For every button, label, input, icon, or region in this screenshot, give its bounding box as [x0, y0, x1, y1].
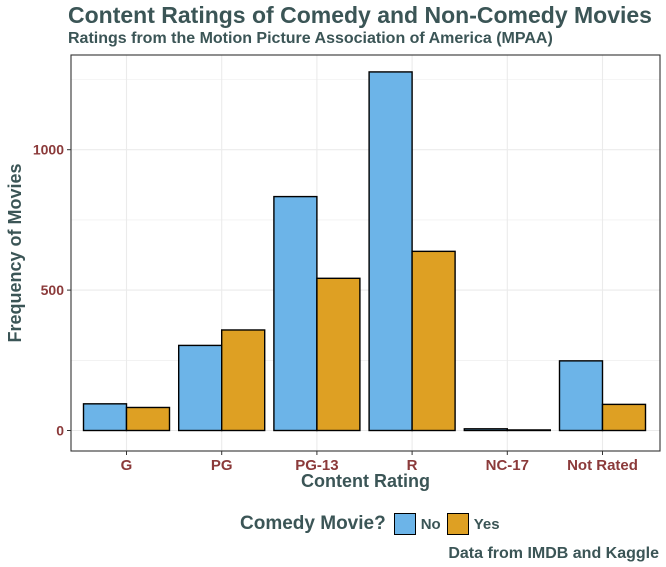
bar-no-g — [82, 403, 128, 432]
legend-label-yes: Yes — [473, 515, 500, 533]
plot-border — [70, 54, 661, 452]
y-tick-label: 1000 — [33, 142, 64, 158]
x-tick-label: PG-13 — [295, 457, 338, 474]
chart-subtitle: Ratings from the Motion Picture Associat… — [68, 30, 553, 47]
bar-yes-r — [411, 250, 456, 432]
bar-yes-pg — [220, 329, 266, 432]
bar-no-pg — [177, 344, 223, 432]
x-axis-title: Content Rating — [301, 471, 430, 491]
bar-no-pg-13 — [273, 195, 318, 432]
bar-yes-not-rated — [601, 403, 647, 432]
x-tick-label: R — [407, 457, 418, 474]
legend-key-no — [393, 513, 416, 535]
bar-yes-pg-13 — [316, 277, 361, 432]
legend-label-no: No — [420, 515, 441, 533]
y-axis-title: Frequency of Movies — [5, 163, 25, 342]
legend: Comedy Movie? No Yes — [240, 511, 506, 537]
x-tick-label: G — [121, 457, 133, 474]
x-tick-label: PG — [211, 457, 233, 474]
bar-no-nc-17 — [463, 428, 508, 432]
y-tick-label: 500 — [41, 282, 65, 298]
bar-yes-nc-17 — [506, 429, 551, 432]
x-tick-label: NC-17 — [486, 457, 529, 474]
bar-no-not-rated — [558, 360, 604, 432]
chart-caption: Data from IMDB and Kaggle — [448, 545, 659, 562]
y-tick-label: 0 — [56, 423, 64, 439]
legend-key-yes — [446, 513, 469, 535]
legend-title: Comedy Movie? — [240, 513, 386, 534]
bar-yes-g — [125, 406, 171, 432]
x-tick-label: Not Rated — [567, 457, 638, 474]
chart-title: Content Ratings of Comedy and Non-Comedy… — [68, 2, 652, 28]
bar-no-r — [368, 71, 413, 432]
